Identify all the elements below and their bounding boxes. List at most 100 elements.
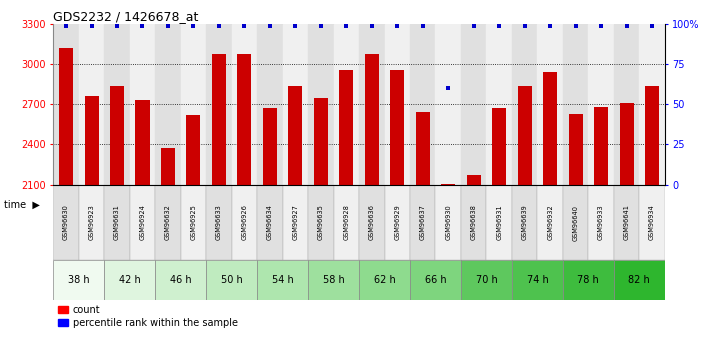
Bar [110,86,124,185]
Text: GSM96930: GSM96930 [445,205,451,240]
Text: 62 h: 62 h [374,275,395,285]
Bar [79,24,105,185]
Bar [442,184,455,185]
Text: GSM96636: GSM96636 [369,205,375,240]
Bar [492,108,506,185]
Bar [619,103,634,185]
Text: GSM96933: GSM96933 [598,205,604,240]
Bar [161,148,175,185]
Bar [333,185,359,260]
Bar [359,260,410,300]
Text: GSM96638: GSM96638 [471,205,476,240]
Text: 74 h: 74 h [527,275,548,285]
Bar [614,260,665,300]
Bar [385,24,410,185]
Bar [416,112,429,185]
Bar [283,185,308,260]
Text: 46 h: 46 h [170,275,191,285]
Bar [308,185,333,260]
Bar [79,185,105,260]
Text: GSM96639: GSM96639 [522,205,528,240]
Bar [257,260,308,300]
Bar [410,185,435,260]
Bar [435,185,461,260]
Bar [263,108,277,185]
Bar [206,24,232,185]
Bar [486,24,512,185]
Bar [435,24,461,185]
Text: 66 h: 66 h [424,275,447,285]
Bar [212,53,226,185]
Text: GSM96934: GSM96934 [649,205,655,240]
Bar [538,185,563,260]
Legend: count, percentile rank within the sample: count, percentile rank within the sample [58,305,237,328]
Bar [105,24,129,185]
Bar [639,185,665,260]
Bar [186,115,201,185]
Bar [512,260,563,300]
Bar [308,260,359,300]
Bar [232,185,257,260]
Text: GSM96630: GSM96630 [63,205,69,240]
Text: GSM96634: GSM96634 [267,205,273,240]
Bar [518,86,532,185]
Bar [257,24,283,185]
Bar [461,260,512,300]
Bar [589,24,614,185]
Text: 50 h: 50 h [221,275,242,285]
Bar [639,24,665,185]
Bar [283,24,308,185]
Bar [512,24,538,185]
Bar [365,53,379,185]
Bar [563,185,589,260]
Bar [206,260,257,300]
Bar [543,72,557,185]
Text: GSM96641: GSM96641 [624,205,629,240]
Text: 42 h: 42 h [119,275,141,285]
Bar [314,98,328,185]
Bar [614,24,639,185]
Bar [257,185,283,260]
Text: GSM96931: GSM96931 [496,205,502,240]
Bar [53,24,79,185]
Text: GSM96926: GSM96926 [242,205,247,240]
Text: GSM96637: GSM96637 [419,205,426,240]
Bar [53,260,105,300]
Bar [59,48,73,185]
Bar [136,100,149,185]
Bar [155,24,181,185]
Text: 38 h: 38 h [68,275,90,285]
Bar [538,24,563,185]
Text: GSM96929: GSM96929 [395,205,400,240]
Bar [614,185,639,260]
Bar [155,260,206,300]
Text: GDS2232 / 1426678_at: GDS2232 / 1426678_at [53,10,198,23]
Bar [645,86,659,185]
Bar [359,185,385,260]
Bar [237,53,252,185]
Bar [390,70,405,185]
Bar [589,185,614,260]
Bar [105,185,129,260]
Text: 54 h: 54 h [272,275,294,285]
Bar [385,185,410,260]
Bar [594,107,608,185]
Text: GSM96635: GSM96635 [318,205,324,240]
Bar [85,96,99,185]
Bar [333,24,359,185]
Bar [466,175,481,185]
Bar [181,24,206,185]
Bar [289,86,302,185]
Text: GSM96924: GSM96924 [139,205,146,240]
Text: GSM96925: GSM96925 [191,205,196,240]
Bar [563,260,614,300]
Bar [53,185,79,260]
Text: GSM96633: GSM96633 [216,205,222,240]
Text: time  ▶: time ▶ [4,199,39,209]
Bar [512,185,538,260]
Text: GSM96632: GSM96632 [165,205,171,240]
Bar [155,185,181,260]
Bar [105,260,155,300]
Text: 78 h: 78 h [577,275,599,285]
Bar [129,185,155,260]
